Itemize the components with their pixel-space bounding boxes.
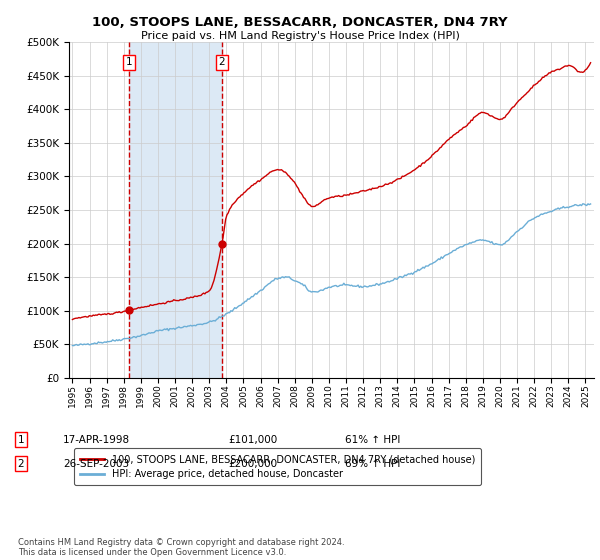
Text: Price paid vs. HM Land Registry's House Price Index (HPI): Price paid vs. HM Land Registry's House … [140, 31, 460, 41]
Text: 61% ↑ HPI: 61% ↑ HPI [345, 435, 400, 445]
Text: 17-APR-1998: 17-APR-1998 [63, 435, 130, 445]
Text: 69% ↑ HPI: 69% ↑ HPI [345, 459, 400, 469]
Text: 1: 1 [125, 57, 132, 67]
Text: 100, STOOPS LANE, BESSACARR, DONCASTER, DN4 7RY: 100, STOOPS LANE, BESSACARR, DONCASTER, … [92, 16, 508, 29]
Text: Contains HM Land Registry data © Crown copyright and database right 2024.
This d: Contains HM Land Registry data © Crown c… [18, 538, 344, 557]
Text: £200,000: £200,000 [228, 459, 277, 469]
Text: 1: 1 [17, 435, 25, 445]
Bar [128, 42, 222, 378]
Text: £101,000: £101,000 [228, 435, 277, 445]
Text: 2: 2 [17, 459, 25, 469]
Text: 2: 2 [218, 57, 225, 67]
Text: 26-SEP-2003: 26-SEP-2003 [63, 459, 129, 469]
Legend: 100, STOOPS LANE, BESSACARR, DONCASTER, DN4 7RY (detached house), HPI: Average p: 100, STOOPS LANE, BESSACARR, DONCASTER, … [74, 449, 481, 485]
